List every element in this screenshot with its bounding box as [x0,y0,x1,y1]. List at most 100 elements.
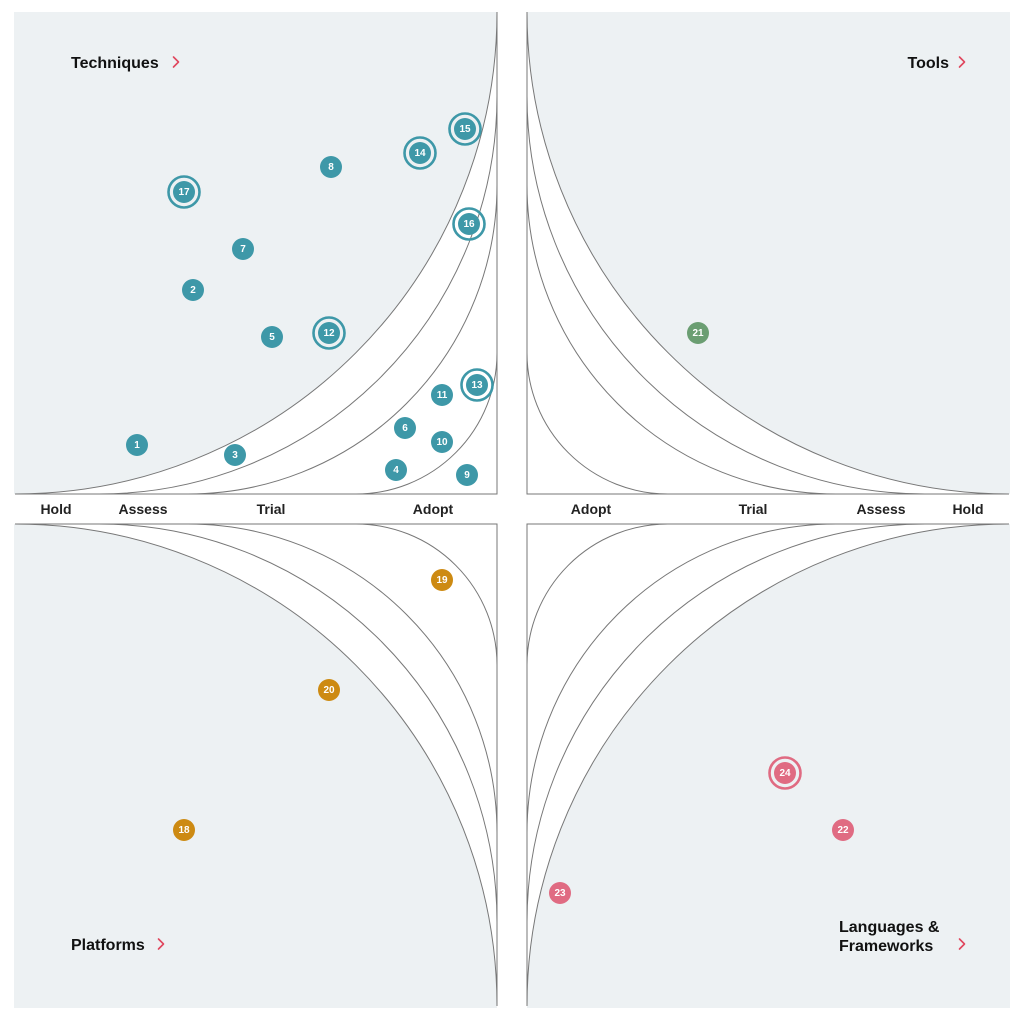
blip-7[interactable]: 7 [232,238,254,260]
new-blip-ring [460,368,494,402]
blip-4[interactable]: 4 [385,459,407,481]
blip-22[interactable]: 22 [832,819,854,841]
blip-dot [687,322,709,344]
quadrant-title-techniques[interactable]: Techniques [71,55,180,72]
new-blip-ring [768,756,802,790]
new-blip-ring [448,112,482,146]
ring-label-right-hold: Hold [952,501,983,517]
blip-dot [456,464,478,486]
blip-18[interactable]: 18 [173,819,195,841]
ring-hold [526,523,1010,1007]
blip-6[interactable]: 6 [394,417,416,439]
blip-dot [431,569,453,591]
ring-trial [526,523,837,834]
ring-adopt [526,352,669,495]
blip-dot [832,819,854,841]
ring-label-left-hold: Hold [40,501,71,517]
blip-dot [454,118,476,140]
blip-dot [126,434,148,456]
blip-dot [232,238,254,260]
blip-8[interactable]: 8 [320,156,342,178]
blip-dot [182,279,204,301]
new-blip-ring [312,316,346,350]
ring-label-left-trial: Trial [257,501,286,517]
quadrant-title-text: Techniques [71,55,159,72]
quadrant-title-text: Platforms [71,937,145,954]
ring-assess [526,523,926,923]
blip-23[interactable]: 23 [549,882,571,904]
blip-number: 14 [414,148,426,159]
blip-16[interactable]: 16 [452,207,486,241]
new-blip-ring [167,175,201,209]
blip-14[interactable]: 14 [403,136,437,170]
blip-number: 23 [554,888,566,899]
blip-number: 5 [269,332,275,343]
blip-number: 3 [232,450,238,461]
blip-dot [394,417,416,439]
blip-dot [466,374,488,396]
blip-3[interactable]: 3 [224,444,246,466]
ring-hold [14,523,498,1007]
blip-dot [431,431,453,453]
blip-2[interactable]: 2 [182,279,204,301]
ring-label-right-trial: Trial [739,501,768,517]
blip-1[interactable]: 1 [126,434,148,456]
quadrant-title-platforms[interactable]: Platforms [71,937,165,954]
blip-19[interactable]: 19 [431,569,453,591]
blip-dot [261,326,283,348]
quadrant-techniques [14,11,498,495]
quadrant-title-languages[interactable]: Languages & Frameworks [839,919,966,955]
blip-number: 9 [464,470,470,481]
quadrant-titles: Techniques Tools Platforms Languages & Frame… [71,55,966,955]
ring-label-right-assess: Assess [856,501,905,517]
blip-20[interactable]: 20 [318,679,340,701]
blip-number: 22 [837,825,849,836]
blip-11[interactable]: 11 [431,384,453,406]
blip-number: 16 [463,219,475,230]
quadrant-title-text: Frameworks [839,938,933,955]
blip-17[interactable]: 17 [167,175,201,209]
ring-adopt [355,523,498,666]
blip-number: 11 [437,390,448,401]
blip-15[interactable]: 15 [448,112,482,146]
blip-dot [318,679,340,701]
blip-number: 20 [323,685,335,696]
blip-5[interactable]: 5 [261,326,283,348]
new-blip-ring [403,136,437,170]
blip-number: 24 [779,768,791,779]
blip-dot [431,384,453,406]
blip-number: 8 [328,162,334,173]
blip-12[interactable]: 12 [312,316,346,350]
quadrant-platforms [14,523,498,1008]
ring-hold [14,11,498,495]
ring-label-left-assess: Assess [118,501,167,517]
blip-9[interactable]: 9 [456,464,478,486]
blip-dot [320,156,342,178]
blip-number: 6 [402,423,408,434]
ring-label-left-adopt: Adopt [413,501,454,517]
new-blip-ring [452,207,486,241]
ring-assess [526,95,926,495]
quadrant-title-text: Languages & [839,919,940,936]
blip-10[interactable]: 10 [431,431,453,453]
blip-number: 21 [692,328,704,339]
quadrant-title-text: Tools [908,55,950,72]
quadrant-languages [526,523,1010,1008]
blip-21[interactable]: 21 [687,322,709,344]
radar-quadrants [14,11,1010,1008]
ring-trial [526,184,837,495]
ring-trial [187,523,498,834]
blip-number: 13 [471,380,483,391]
blip-13[interactable]: 13 [460,368,494,402]
ring-assess [98,95,498,495]
blip-number: 4 [393,465,399,476]
blip-24[interactable]: 24 [768,756,802,790]
blip-number: 2 [190,285,196,296]
ring-hold [526,11,1010,495]
blip-number: 12 [323,328,335,339]
ring-trial [187,184,498,495]
blip-number: 1 [134,440,140,451]
quadrant-title-tools[interactable]: Tools [908,55,966,72]
